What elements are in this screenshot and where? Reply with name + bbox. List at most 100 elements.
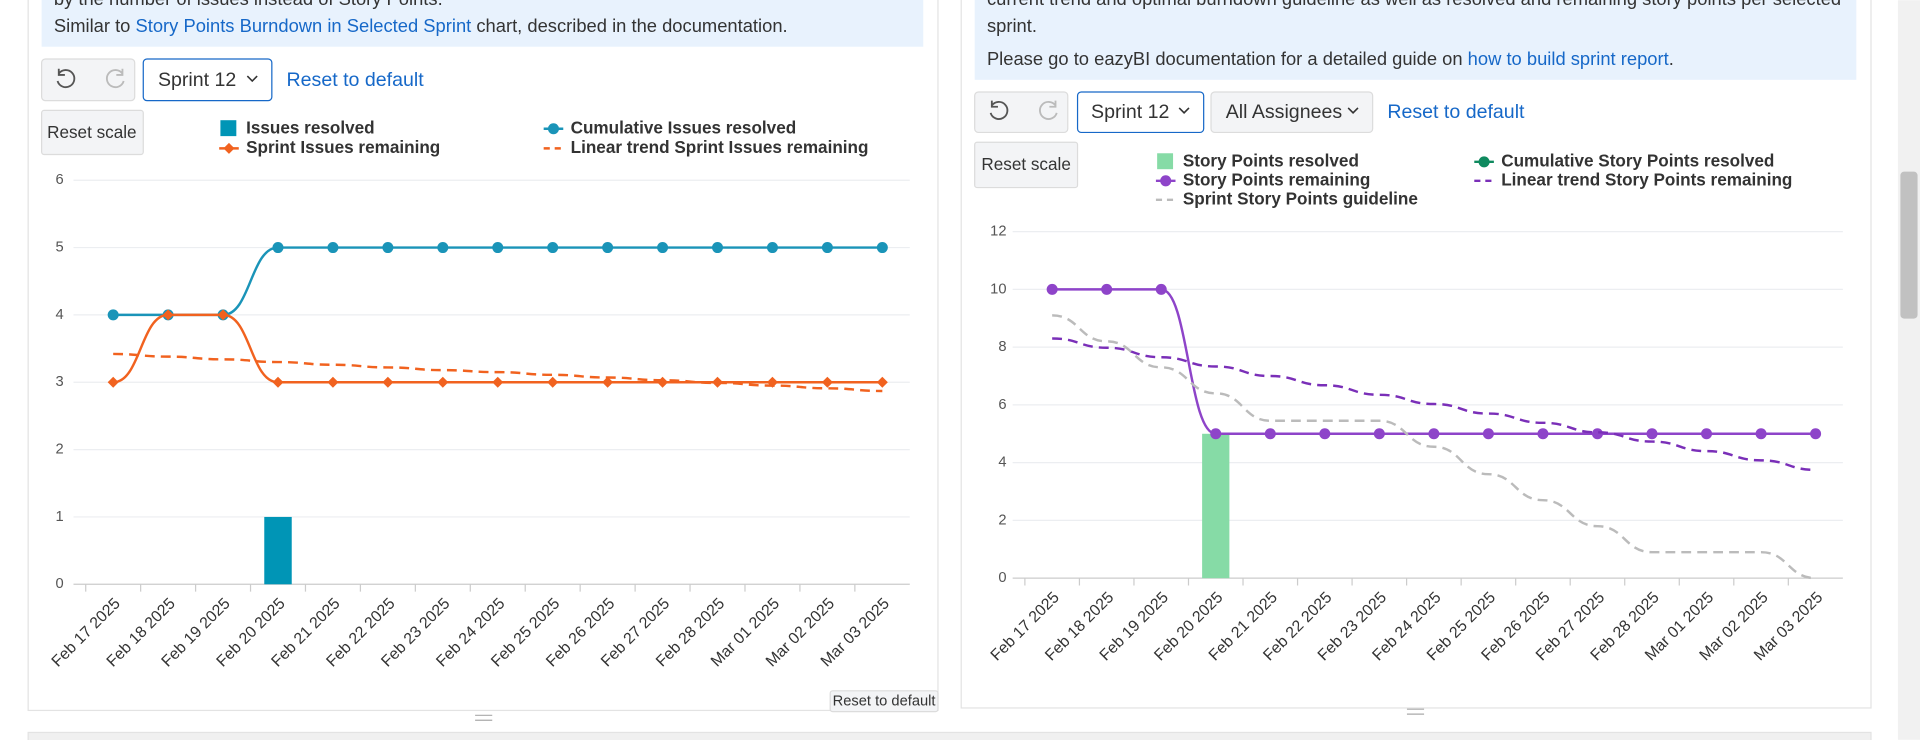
reset-scale-button[interactable] [974, 141, 1079, 189]
info-box [41, 0, 924, 47]
reset-link[interactable]: Reset to default [287, 69, 425, 91]
point [1428, 428, 1440, 440]
line [1052, 337, 1816, 472]
point [107, 309, 119, 321]
line [1052, 314, 1816, 580]
resize-handle[interactable] [475, 714, 493, 721]
scrollbar-thumb[interactable] [1900, 171, 1918, 319]
point [1046, 283, 1058, 295]
info-text: Similar to Story Points Burndown in Sele… [54, 15, 788, 36]
y-tick-label: 3 [56, 374, 64, 390]
y-tick-label: 6 [998, 397, 1006, 413]
chevron [246, 75, 258, 83]
y-tick-label: 1 [56, 509, 64, 525]
legend-label: Cumulative Story Points resolved [1501, 150, 1774, 170]
y-tick-label: 2 [56, 441, 64, 457]
point [272, 242, 284, 254]
legend-label: Sprint Issues remaining [246, 137, 440, 157]
y-tick-label: 10 [990, 281, 1006, 297]
scrollbar-track [1897, 0, 1920, 740]
point [1155, 283, 1167, 295]
bar [264, 516, 292, 585]
undo-button[interactable] [56, 68, 76, 89]
undo-redo-group [974, 91, 1069, 134]
undo-button[interactable] [989, 100, 1009, 120]
point [876, 242, 888, 254]
point [657, 242, 669, 254]
legend-label: Sprint Story Points guideline [1183, 188, 1418, 208]
y-tick-label: 0 [998, 570, 1006, 586]
bar [1202, 433, 1230, 579]
point [382, 242, 394, 254]
point [492, 242, 504, 254]
y-tick-label: 0 [56, 576, 64, 592]
y-tick-label: 5 [56, 239, 64, 255]
legend-label: Linear trend Story Points remaining [1501, 169, 1792, 189]
point [1210, 428, 1222, 440]
sprint-select[interactable] [1076, 91, 1205, 134]
legend-symbol [1160, 175, 1172, 187]
point [712, 242, 724, 254]
point [327, 242, 339, 254]
point [1537, 428, 1549, 440]
legend-symbol [220, 120, 237, 137]
chevron [1178, 107, 1190, 114]
doc-link[interactable]: Story Points Burndown in Selected Sprint [136, 15, 472, 36]
point [437, 242, 449, 254]
point [1319, 428, 1331, 440]
info-text: sprint. [987, 15, 1037, 36]
legend-label: Cumulative Issues resolved [571, 117, 797, 137]
point [1264, 428, 1276, 440]
legend-label: Story Points remaining [1183, 169, 1370, 189]
y-tick-label: 4 [56, 307, 64, 323]
legend-label: Issues resolved [246, 117, 375, 137]
point [1373, 428, 1385, 440]
legend-label: Story Points resolved [1183, 150, 1359, 170]
line [113, 352, 883, 393]
legend-label: Linear trend Sprint Issues remaining [571, 137, 869, 157]
reset-small-text: Reset to default [833, 694, 936, 710]
resize-handle[interactable] [1406, 708, 1425, 715]
assignee-select-text: All Assignees [1226, 101, 1343, 123]
left-panel [27, 0, 939, 712]
sprint-select[interactable] [142, 58, 273, 102]
point [1482, 428, 1494, 440]
point [1810, 428, 1822, 440]
point [1755, 428, 1767, 440]
legend-symbol [547, 123, 559, 135]
chevron [1347, 107, 1359, 114]
y-tick-label: 6 [56, 172, 64, 188]
info-box [974, 0, 1857, 80]
point [1591, 428, 1603, 440]
line [1052, 288, 1816, 435]
legend-symbol [1478, 156, 1490, 168]
point [1646, 428, 1658, 440]
point [602, 242, 614, 254]
reset-small-button[interactable] [829, 690, 939, 713]
sprint-select-text: Sprint 12 [158, 69, 236, 91]
info-text: Please go to eazyBI documentation for a … [987, 48, 1468, 69]
reset-link[interactable]: Reset to default [1387, 101, 1525, 123]
y-tick-label: 8 [998, 339, 1006, 355]
point [1101, 283, 1113, 295]
redo-button[interactable] [1039, 100, 1058, 120]
reset-scale-text: Reset scale [981, 154, 1070, 174]
redo-button[interactable] [105, 68, 125, 89]
legend-symbol [223, 142, 235, 154]
y-tick-label: 4 [998, 455, 1006, 471]
reset-scale-button[interactable] [41, 109, 144, 156]
reset-scale-text: Reset scale [47, 122, 136, 142]
info-text: Please go to eazyBI documentation for a … [987, 48, 1674, 69]
info-text: chart, described in the documentation. [471, 15, 787, 36]
info-text: . [1669, 48, 1674, 69]
sprint-select-text: Sprint 12 [1091, 101, 1169, 123]
point [547, 242, 559, 254]
doc-link[interactable]: how to build sprint report [1468, 48, 1669, 69]
info-text: Similar to [54, 15, 136, 36]
legend-symbol [1157, 153, 1174, 170]
point [1701, 428, 1713, 440]
assignee-select[interactable] [1210, 91, 1374, 134]
info-text: by the number of issues instead of Story… [54, 0, 443, 9]
